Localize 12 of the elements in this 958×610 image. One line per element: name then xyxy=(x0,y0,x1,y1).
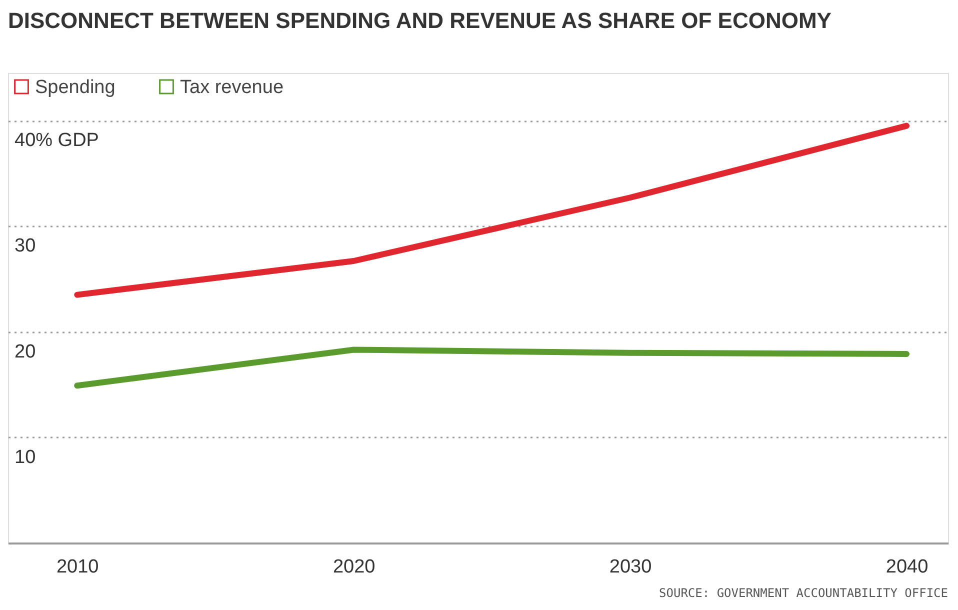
y-tick-label: 20 xyxy=(14,341,36,362)
y-tick-label: 10 xyxy=(14,446,36,468)
x-tick-label: 2040 xyxy=(886,556,928,578)
source-note: SOURCE: GOVERNMENT ACCOUNTABILITY OFFICE xyxy=(659,586,948,600)
legend-label: Tax revenue xyxy=(180,76,284,98)
legend-label: Spending xyxy=(35,76,116,98)
x-tick-label: 2010 xyxy=(56,556,99,578)
y-tick-label: 40% GDP xyxy=(14,130,99,152)
x-tick-label: 2020 xyxy=(332,556,376,578)
y-tick-label: 30 xyxy=(14,236,36,257)
x-tick-label: 2030 xyxy=(609,556,652,578)
chart-title: DISCONNECT BETWEEN SPENDING AND REVENUE AS SHARE OF ECONOMY xyxy=(8,8,832,33)
